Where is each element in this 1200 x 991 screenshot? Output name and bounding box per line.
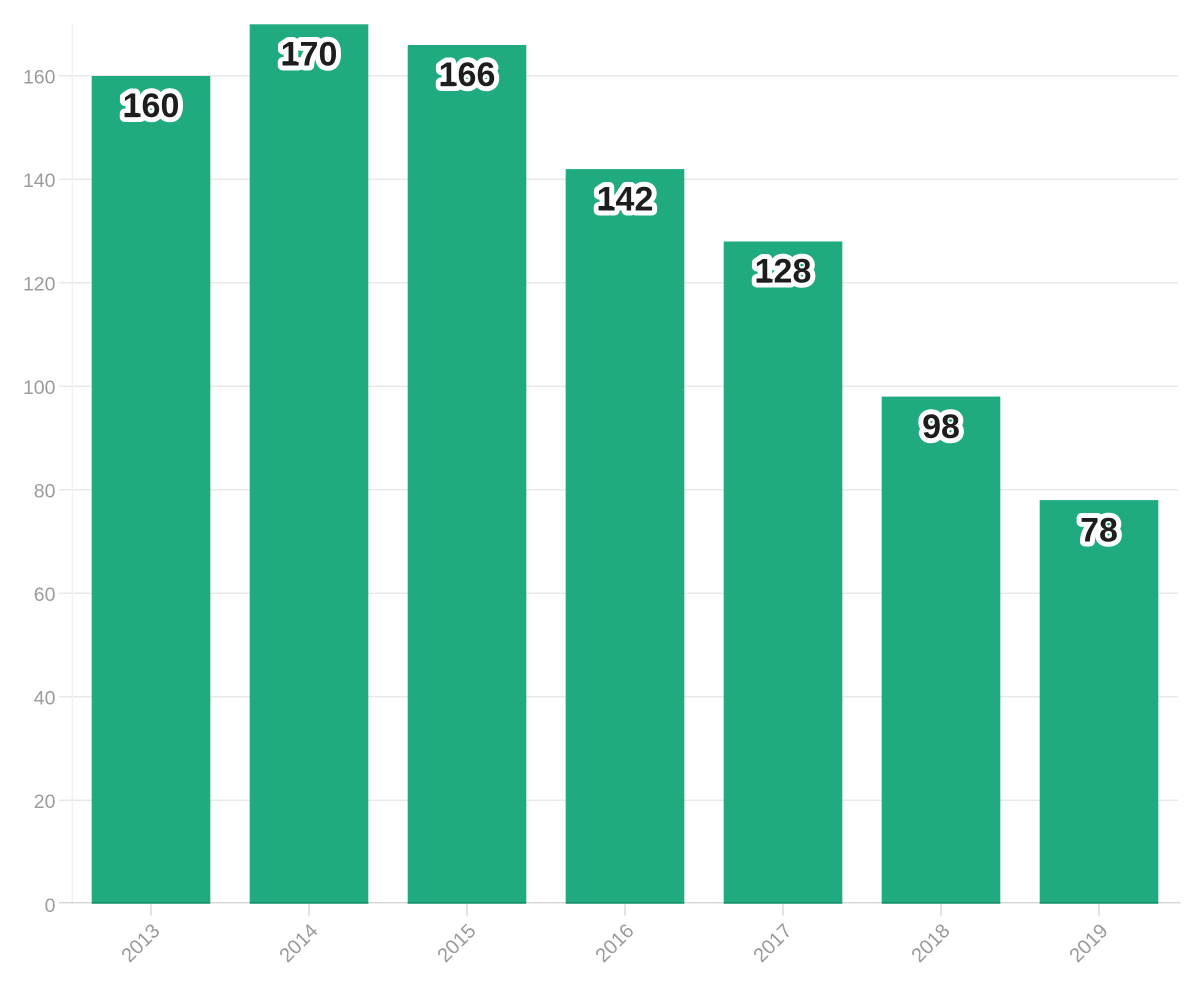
svg-text:2015: 2015 [434,920,481,967]
svg-text:2019: 2019 [1066,920,1113,967]
svg-text:2013: 2013 [118,920,165,967]
svg-text:0: 0 [45,895,56,917]
svg-text:80: 80 [34,481,56,503]
svg-text:160: 160 [123,87,180,125]
svg-text:2017: 2017 [750,920,797,967]
svg-text:2014: 2014 [276,920,323,967]
svg-text:140: 140 [23,170,56,192]
svg-text:40: 40 [34,688,56,710]
svg-text:2018: 2018 [908,920,955,967]
svg-text:2016: 2016 [592,920,639,967]
svg-text:60: 60 [34,584,56,606]
svg-text:78: 78 [1080,511,1118,549]
svg-text:128: 128 [755,253,812,291]
svg-text:170: 170 [281,36,338,74]
svg-text:166: 166 [439,56,496,94]
svg-text:160: 160 [23,67,56,89]
svg-text:98: 98 [922,408,960,446]
svg-text:142: 142 [597,180,654,218]
svg-text:20: 20 [34,791,56,813]
svg-text:100: 100 [23,377,56,399]
svg-text:120: 120 [23,274,56,296]
